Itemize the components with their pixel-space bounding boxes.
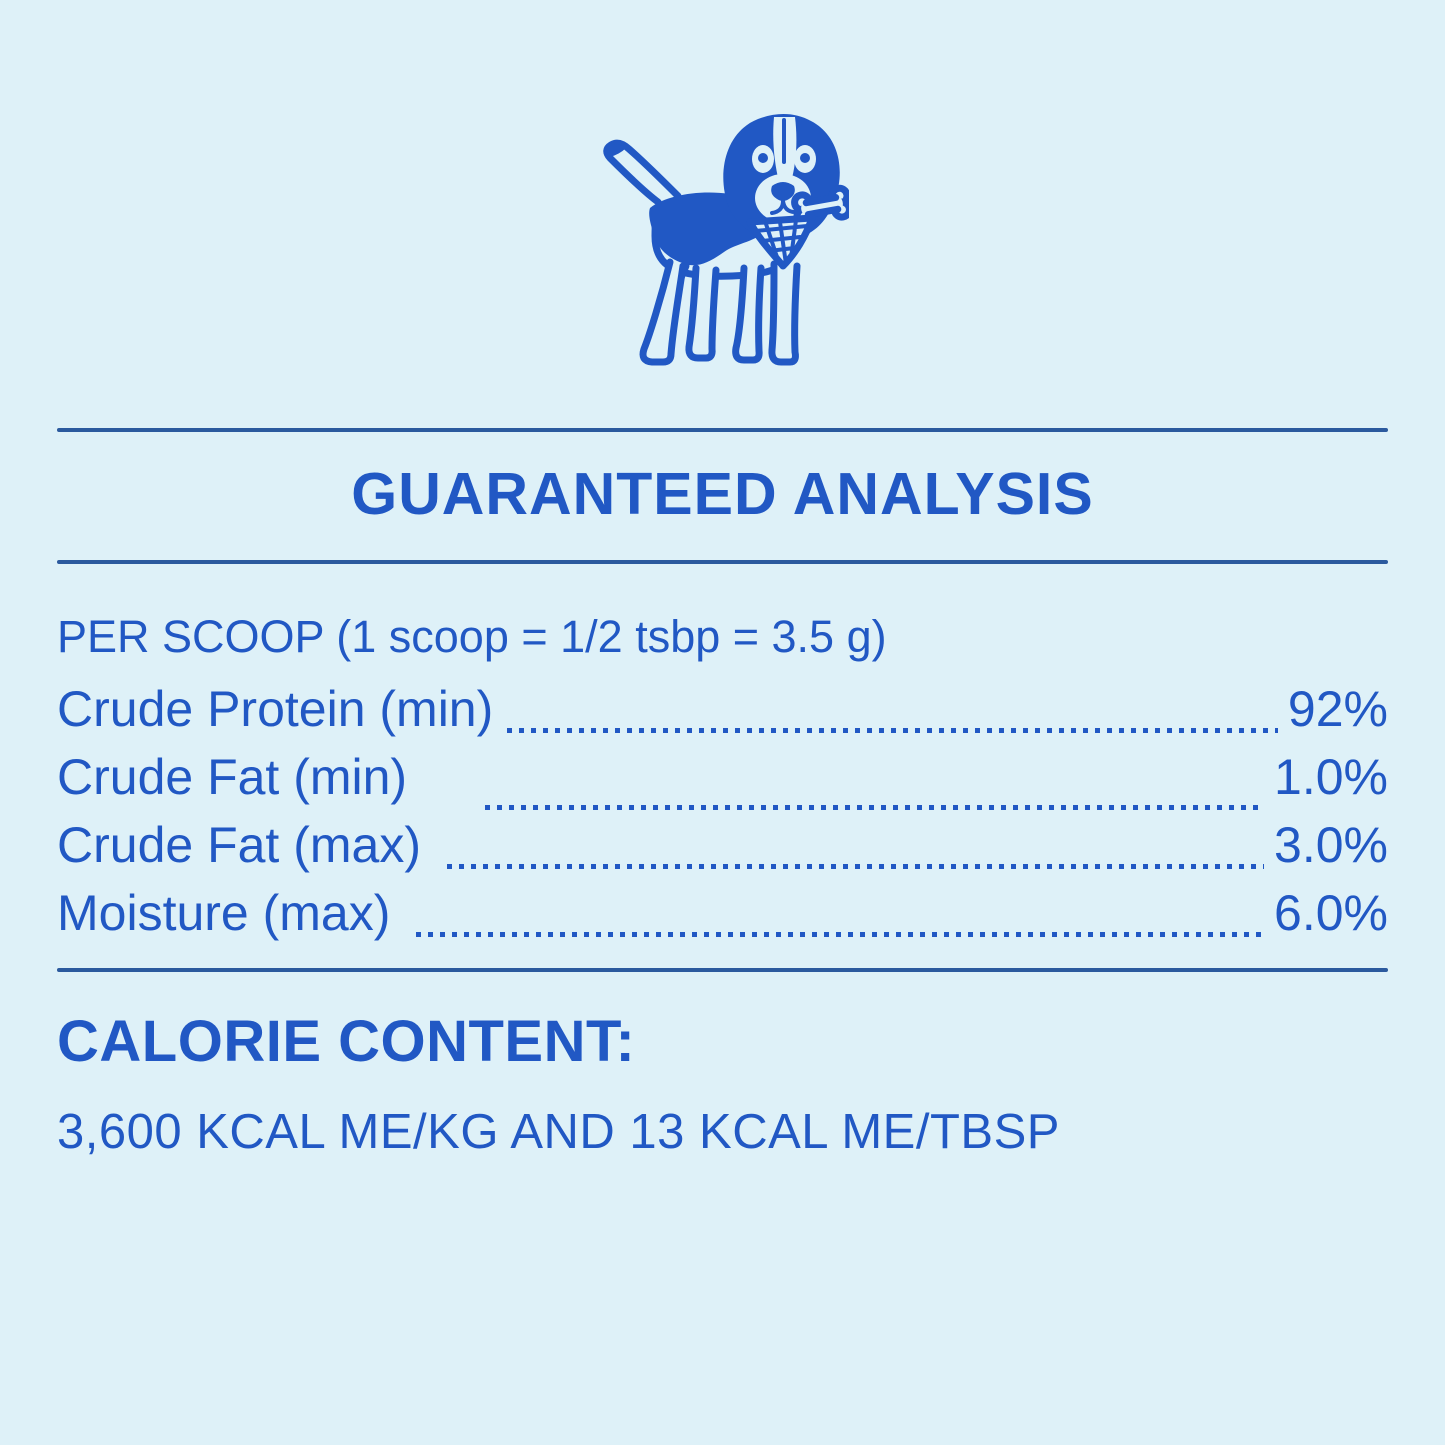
nutrient-value: 92% [1287, 680, 1388, 737]
nutrient-value: 6.0% [1274, 884, 1388, 941]
analysis-table: Crude Protein (min) 92% Crude Fat (min) … [57, 680, 1388, 952]
divider-under-title [57, 559, 1388, 564]
dotted-leader [446, 863, 1265, 869]
table-row: Crude Fat (max) 3.0% [57, 816, 1388, 884]
illustration-area [0, 0, 1445, 374]
dotted-leader [485, 804, 1265, 810]
dotted-leader [507, 727, 1278, 733]
dog-with-bone-icon [602, 113, 849, 366]
table-row: Moisture (max) 6.0% [57, 884, 1388, 952]
nutrient-label: Crude Protein (min) [57, 680, 494, 737]
nutrient-label: Crude Fat (min) [57, 748, 408, 805]
nutrient-value: 1.0% [1274, 748, 1388, 805]
divider-top [57, 428, 1388, 432]
serving-note: PER SCOOP (1 scoop = 1/2 tsbp = 3.5 g) [57, 610, 887, 662]
calorie-detail: 3,600 KCAL ME/KG AND 13 KCAL ME/TBSP [57, 1104, 1060, 1159]
calorie-heading: CALORIE CONTENT: [57, 1008, 636, 1074]
nutrient-value: 3.0% [1274, 816, 1388, 873]
nutrient-label: Crude Fat (max) [57, 816, 421, 873]
dotted-leader [416, 931, 1265, 937]
table-row: Crude Fat (min) 1.0% [57, 748, 1388, 816]
table-row: Crude Protein (min) 92% [57, 680, 1388, 748]
divider-bottom [57, 967, 1388, 972]
page-title: GUARANTEED ANALYSIS [351, 461, 1094, 527]
label-content: GUARANTEED ANALYSIS PER SCOOP (1 scoop =… [0, 428, 1445, 1160]
nutrient-label: Moisture (max) [57, 884, 391, 941]
